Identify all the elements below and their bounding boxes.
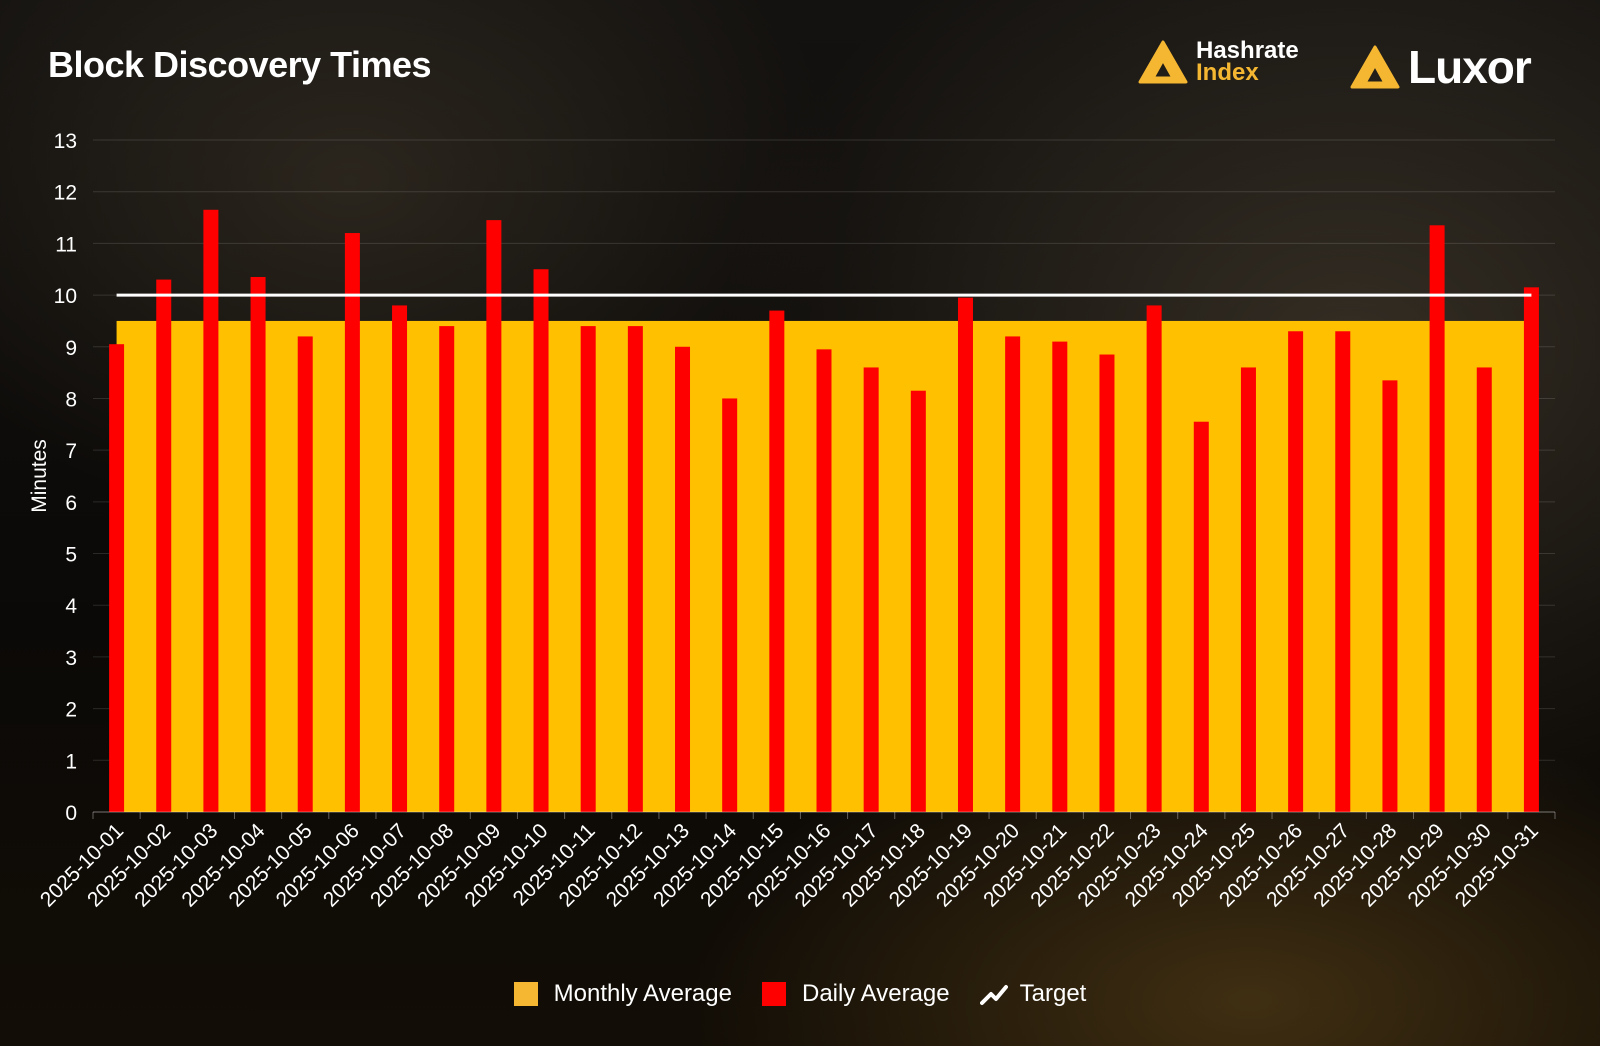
daily-average-bar — [250, 276, 266, 812]
daily-average-bar — [722, 398, 738, 812]
daily-average-bar — [109, 344, 125, 812]
daily-average-bar — [1335, 331, 1351, 812]
legend-label-target: Target — [1019, 980, 1087, 1007]
daily-average-bar — [344, 233, 360, 813]
brand-hashrate-text: Hashrate — [1196, 37, 1299, 64]
chart-legend: Monthly Average Daily Average Target — [0, 980, 1600, 1008]
daily-average-bar — [1146, 305, 1162, 812]
y-tick-label: 9 — [65, 337, 77, 360]
legend-swatch-target — [979, 982, 1008, 1006]
daily-average-bar — [297, 336, 313, 812]
y-tick-label: 4 — [65, 595, 77, 618]
y-tick-label: 0 — [65, 802, 77, 825]
legend-item-daily[interactable]: Daily Average — [761, 980, 950, 1008]
daily-average-bar — [910, 390, 926, 812]
daily-average-bar — [439, 326, 455, 812]
luxor-triangle-logo-icon — [1350, 45, 1400, 89]
daily-average-bar — [1005, 336, 1021, 812]
y-axis-label: Minutes — [28, 439, 51, 513]
y-tick-label: 12 — [54, 182, 77, 205]
daily-average-bar — [580, 326, 596, 812]
daily-average-bar — [203, 209, 219, 813]
line-trend-icon — [979, 985, 1008, 1005]
legend-item-target[interactable]: Target — [979, 980, 1087, 1008]
page-title: Block Discovery Times — [48, 44, 432, 85]
legend-swatch-daily — [761, 982, 786, 1006]
luxor-triangle-logo-icon — [1138, 40, 1188, 84]
legend-label-daily: Daily Average — [801, 980, 950, 1007]
daily-average-bar — [533, 269, 549, 812]
daily-average-bar — [1240, 367, 1256, 812]
daily-average-bar — [392, 305, 408, 812]
legend-item-monthly[interactable]: Monthly Average — [513, 980, 732, 1008]
y-tick-label: 13 — [54, 130, 77, 153]
y-tick-label: 5 — [65, 544, 77, 567]
daily-average-bar — [486, 220, 502, 813]
y-tick-label: 10 — [54, 285, 77, 308]
y-tick-label: 11 — [55, 233, 77, 256]
luxor-logo: Luxor — [1350, 40, 1532, 94]
daily-average-bar — [1523, 287, 1539, 812]
y-tick-label: 2 — [65, 699, 77, 722]
daily-average-bar — [1476, 367, 1492, 812]
daily-average-bar — [1099, 354, 1115, 812]
daily-average-bar — [769, 310, 785, 812]
daily-average-bar — [1052, 341, 1068, 812]
y-tick-label: 1 — [65, 750, 77, 773]
hashrate-index-logo: Hashrate Index — [1138, 37, 1299, 86]
brand-index-text: Index — [1196, 59, 1259, 86]
y-tick-label: 6 — [65, 492, 77, 515]
daily-average-bar — [816, 349, 832, 812]
daily-average-bar — [627, 326, 643, 812]
y-tick-label: 3 — [65, 647, 77, 670]
daily-average-bar — [675, 346, 691, 812]
y-tick-label: 8 — [65, 388, 77, 411]
daily-average-bar — [1193, 421, 1209, 812]
legend-swatch-monthly — [513, 982, 538, 1006]
y-tick-label: 7 — [65, 440, 77, 463]
daily-average-bar — [863, 367, 879, 812]
legend-label-monthly: Monthly Average — [553, 980, 732, 1007]
daily-average-bar — [1288, 331, 1304, 812]
brand-luxor-text: Luxor — [1408, 41, 1532, 93]
daily-average-bar — [1382, 380, 1398, 812]
daily-average-bar — [957, 297, 973, 813]
daily-average-bar — [1429, 225, 1445, 813]
daily-average-bar — [156, 279, 172, 813]
